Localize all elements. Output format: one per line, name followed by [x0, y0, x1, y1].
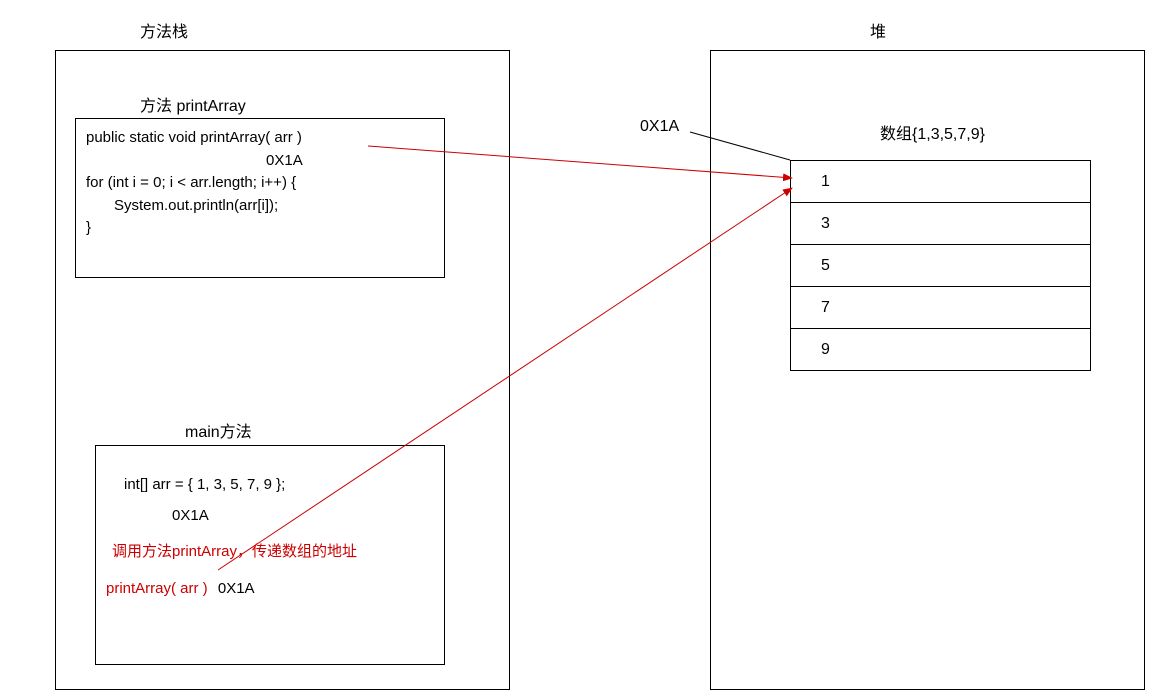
array-cell: 9 [791, 329, 1091, 371]
heap-title: 堆 [870, 18, 886, 42]
array-cell: 5 [791, 245, 1091, 287]
array-header: 数组{1,3,5,7,9} [880, 120, 985, 144]
print-signature: public static void printArray( arr ) [86, 127, 434, 150]
method-print-label: 方法 printArray [140, 92, 246, 116]
main-addr: 0X1A [124, 505, 434, 528]
main-call: printArray( arr ) [106, 580, 208, 597]
print-array-box: public static void printArray( arr ) 0X1… [75, 118, 445, 278]
array-cell: 1 [791, 161, 1091, 203]
main-call-addr: 0X1A [218, 580, 255, 597]
main-decl: int[] arr = { 1, 3, 5, 7, 9 }; [124, 474, 434, 497]
array-table: 13579 [790, 160, 1091, 371]
method-main-label: main方法 [185, 418, 252, 442]
stack-title: 方法栈 [140, 18, 188, 42]
array-cell: 7 [791, 287, 1091, 329]
main-box: int[] arr = { 1, 3, 5, 7, 9 }; 0X1A 调用方法… [95, 445, 445, 665]
array-cell: 3 [791, 203, 1091, 245]
heap-address-label: 0X1A [640, 118, 679, 136]
print-close: } [86, 217, 434, 240]
print-loop: for (int i = 0; i < arr.length; i++) { [86, 172, 434, 195]
main-comment: 调用方法printArray，传递数组的地址 [112, 541, 434, 564]
print-addr: 0X1A [86, 150, 434, 173]
print-body: System.out.println(arr[i]); [86, 195, 434, 218]
